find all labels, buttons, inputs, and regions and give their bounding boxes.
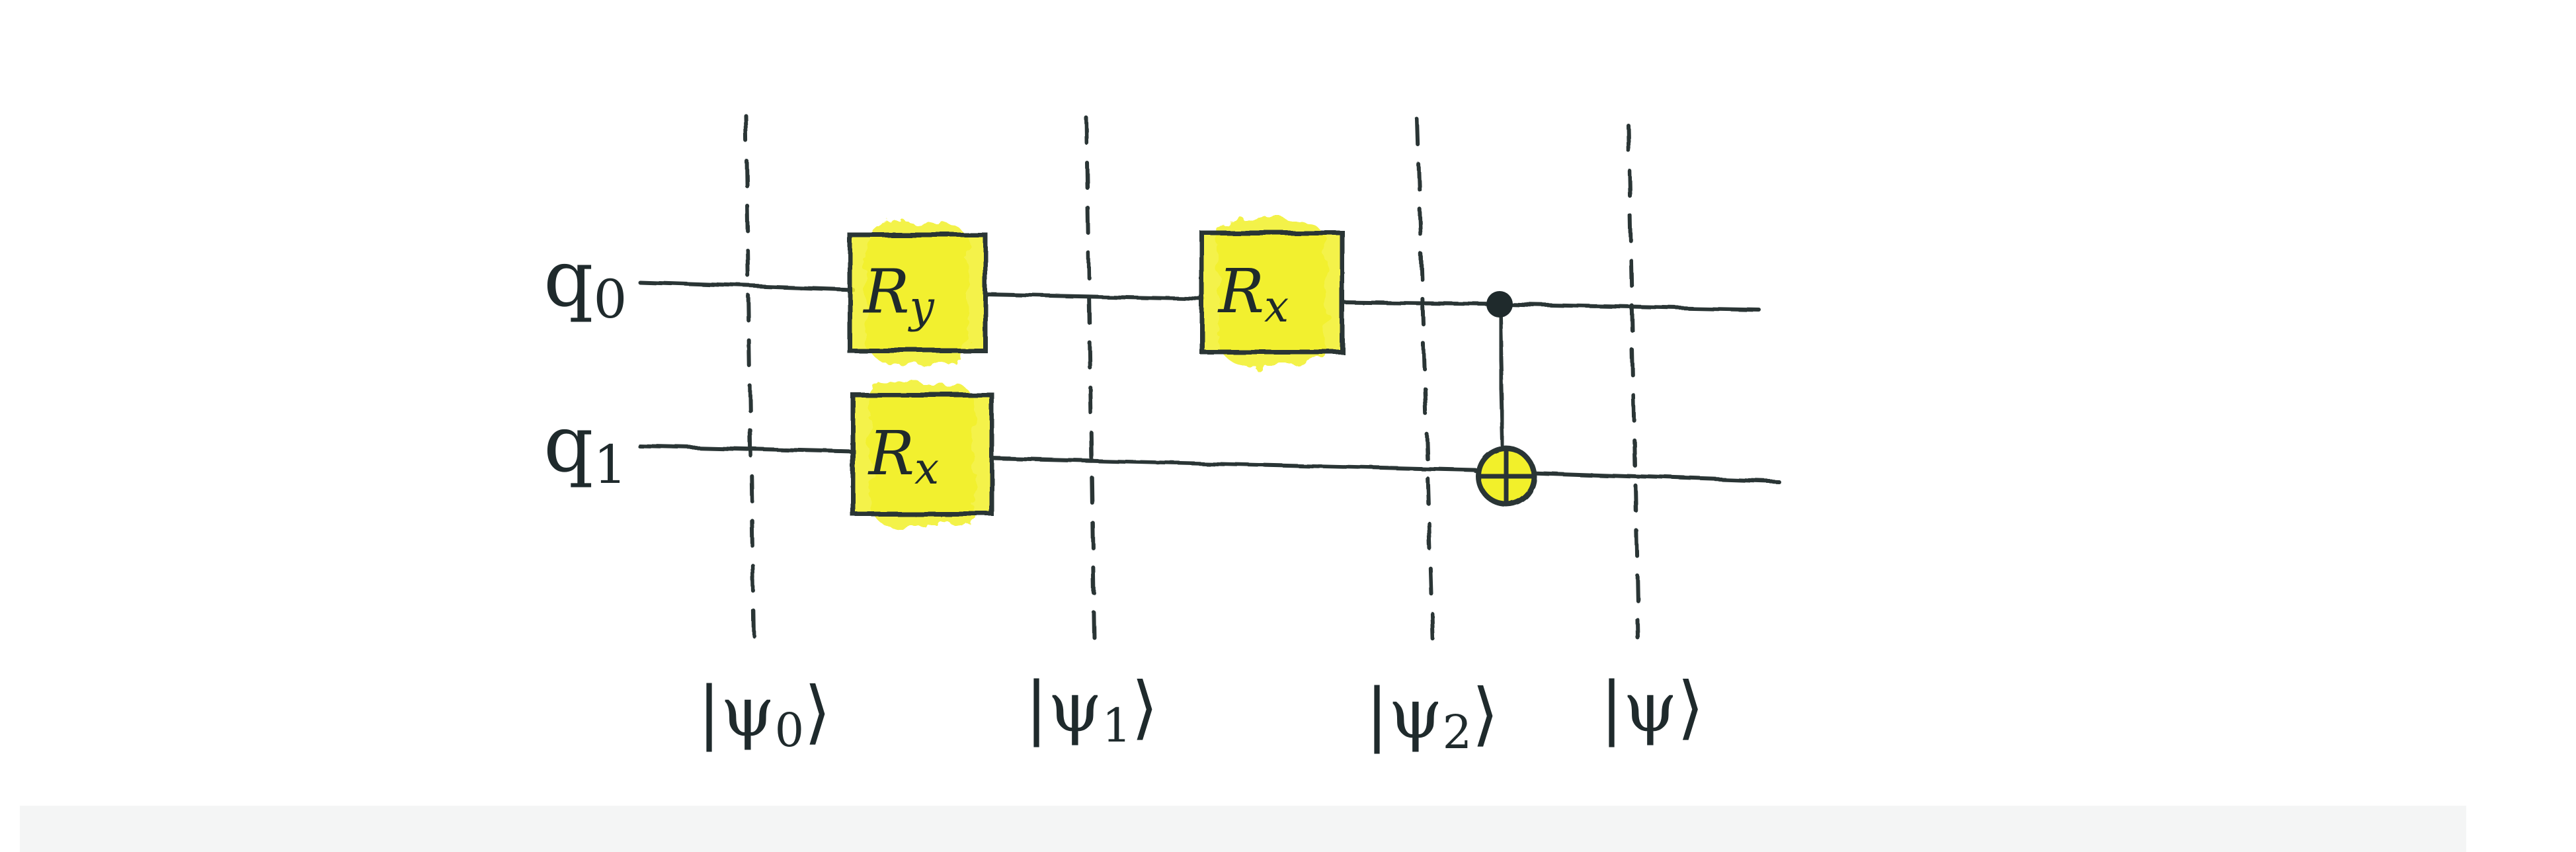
barrier-psi (1627, 124, 1640, 640)
state-label-ket-close: ⟩ (804, 671, 831, 752)
state-label-ket-close: ⟩ (1677, 667, 1705, 747)
paper-bottom-shadow (20, 806, 2466, 852)
state-label-ket-open: |ψ (1365, 673, 1443, 754)
gate-ry-q0: Ry (847, 222, 988, 364)
gate-label-axis: x (1264, 281, 1289, 332)
state-label-index: 0 (775, 703, 805, 757)
qubit-label-letter: q (543, 233, 594, 324)
state-label-ket-open: |ψ (698, 671, 775, 752)
qubit-label-index: 0 (594, 269, 627, 330)
qubit-label-0: q0 (543, 233, 627, 330)
gate-rx-q1: Rx (850, 382, 994, 527)
state-label-index: 1 (1102, 699, 1132, 753)
gate-label: Ry (862, 257, 934, 333)
state-label-ket-open: |ψ (1025, 667, 1102, 747)
gate-rx-q0: Rx (1199, 220, 1345, 365)
cnot-gate (1476, 291, 1537, 507)
gate-box (847, 232, 988, 353)
state-label-2: |ψ2⟩ (1365, 673, 1499, 759)
state-label-index: 2 (1443, 705, 1472, 759)
state-label-1: |ψ1⟩ (1025, 667, 1158, 753)
cnot-control-dot (1486, 291, 1513, 318)
gate-label: Rx (867, 418, 940, 494)
state-label-ket-close: ⟩ (1131, 667, 1158, 747)
state-label-0: |ψ0⟩ (698, 671, 831, 757)
gate-label-axis: y (907, 282, 934, 333)
state-label-3: |ψ⟩ (1600, 667, 1704, 747)
qubit-label-letter: q (543, 398, 594, 490)
gate-label-axis: x (914, 443, 939, 494)
gate-label: Rx (1217, 256, 1289, 332)
gate-label-name: R (1217, 256, 1264, 327)
cnot-connector (1498, 304, 1506, 472)
gate-box (850, 392, 994, 517)
state-label-ket-open: |ψ (1600, 667, 1677, 747)
state-label-ket-close: ⟩ (1472, 673, 1499, 754)
qubit-label-1: q1 (543, 398, 627, 495)
barrier-psi2 (1415, 117, 1435, 660)
gate-label-name: R (867, 418, 914, 489)
gate-box (1199, 230, 1345, 355)
qubit-label-index: 1 (594, 434, 627, 495)
gate-label-name: R (862, 257, 909, 327)
